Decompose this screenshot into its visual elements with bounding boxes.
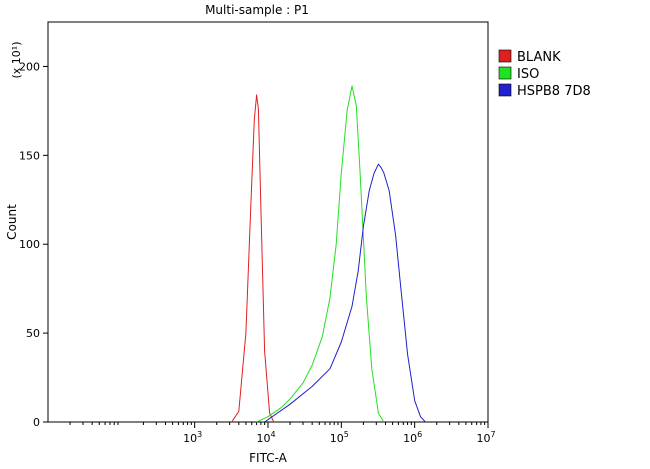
legend-label: HSPB8 7D8 (517, 84, 591, 99)
x-tick-base: 10 (403, 432, 417, 445)
y-tick-label: 100 (19, 238, 40, 251)
x-tick-exponent: 3 (197, 430, 202, 439)
x-tick-base: 10 (256, 432, 270, 445)
x-tick-label: 106 (403, 430, 422, 445)
legend-swatch (498, 49, 512, 63)
x-axis-ticks: 103 104 105 106 107 (69, 422, 496, 445)
legend-label: ISO (517, 67, 539, 82)
chart-title: Multi-sample : P1 (205, 3, 309, 17)
x-axis-label: FITC-A (249, 451, 288, 465)
y-axis-label: Count (5, 204, 19, 240)
series-line-blank (231, 94, 275, 423)
legend-swatch (498, 66, 512, 80)
x-tick-label: 104 (256, 430, 275, 445)
legend: BLANK ISO HSPB8 7D8 (498, 49, 591, 99)
x-tick-exponent: 5 (344, 430, 349, 439)
x-tick-base: 10 (183, 432, 197, 445)
x-tick-exponent: 4 (270, 430, 275, 439)
x-tick-label: 103 (183, 430, 202, 445)
legend-swatch (498, 83, 512, 97)
series-layer (231, 85, 426, 423)
y-axis-ticks: 0 50 100 150 200 (19, 60, 48, 429)
x-tick-label: 107 (476, 430, 495, 445)
y-tick-label: 50 (26, 327, 40, 340)
y-tick-label: 0 (33, 416, 40, 429)
plot-frame (47, 21, 489, 423)
x-tick-exponent: 6 (417, 430, 422, 439)
x-tick-base: 10 (476, 432, 490, 445)
y-axis-multiplier: (x 10¹) (10, 42, 23, 79)
x-tick-base: 10 (330, 432, 344, 445)
y-tick-label: 200 (19, 60, 40, 73)
y-tick-label: 150 (19, 149, 40, 162)
series-line-iso (256, 85, 385, 423)
series-line-hspb8-7d8 (264, 163, 426, 423)
legend-label: BLANK (517, 50, 561, 65)
x-tick-label: 105 (330, 430, 349, 445)
x-tick-exponent: 7 (490, 430, 495, 439)
